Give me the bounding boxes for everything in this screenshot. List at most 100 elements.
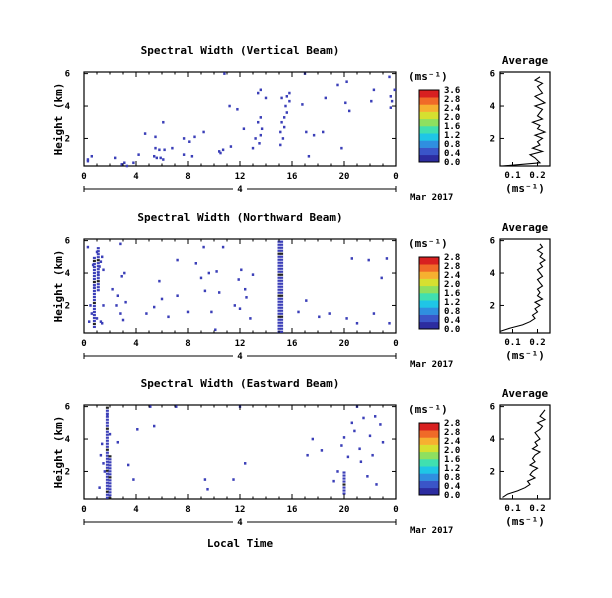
x-tick-label: 0 bbox=[81, 339, 86, 349]
colorbar-segment bbox=[419, 300, 439, 308]
data-cell bbox=[95, 317, 99, 320]
data-cell bbox=[277, 258, 281, 261]
average-x-axis-label: (ms⁻¹) bbox=[505, 349, 545, 362]
data-cell bbox=[236, 107, 239, 111]
data-cell bbox=[280, 297, 284, 300]
colorbar-tick-label: 0.4 bbox=[444, 482, 461, 492]
data-cell bbox=[92, 292, 96, 296]
average-profile-line bbox=[502, 409, 547, 498]
data-cell bbox=[251, 273, 255, 276]
data-cell bbox=[219, 151, 222, 155]
data-cell bbox=[277, 327, 281, 330]
data-cell bbox=[119, 242, 122, 246]
data-cell bbox=[359, 460, 363, 464]
plot-frame bbox=[83, 238, 397, 334]
x-tick-label: 0 bbox=[81, 172, 86, 182]
plot-frame bbox=[83, 71, 397, 167]
data-cell bbox=[237, 278, 240, 281]
colorbar-tick-label: 0.4 bbox=[444, 316, 461, 326]
data-cell bbox=[242, 127, 246, 131]
data-cell bbox=[342, 480, 346, 483]
data-cell bbox=[259, 116, 262, 119]
data-cell bbox=[105, 445, 109, 448]
data-cell bbox=[297, 310, 300, 314]
data-cell bbox=[105, 490, 109, 493]
average-profile-line bbox=[502, 76, 547, 167]
x-tick-label: 16 bbox=[287, 339, 298, 349]
colorbar-tick-label: 1.6 bbox=[444, 455, 460, 465]
data-cell bbox=[92, 304, 96, 308]
data-cell bbox=[336, 83, 339, 87]
colorbar-frame bbox=[418, 422, 440, 496]
data-cell bbox=[92, 280, 96, 284]
colorbar-segment bbox=[419, 480, 439, 489]
colorbar-top-label: 3.6 bbox=[444, 86, 460, 96]
data-cell bbox=[116, 294, 119, 298]
data-cell bbox=[280, 324, 284, 327]
data-cell bbox=[92, 274, 96, 278]
data-cell bbox=[320, 449, 324, 452]
date-label-bg bbox=[233, 516, 247, 527]
data-cell bbox=[92, 277, 96, 281]
data-cell bbox=[92, 265, 96, 269]
data-cell bbox=[203, 289, 207, 293]
data-cell bbox=[336, 470, 339, 473]
data-cell bbox=[232, 478, 235, 481]
data-cell bbox=[311, 437, 314, 441]
colorbar-tick-label: 2.0 bbox=[444, 280, 460, 290]
data-cell bbox=[288, 99, 291, 103]
date-label: 4 bbox=[237, 185, 243, 195]
data-cell bbox=[105, 469, 109, 472]
panel-1: Spectral Width (Northward Beam)246Height… bbox=[52, 211, 551, 370]
data-cell bbox=[207, 271, 210, 275]
data-cell bbox=[280, 279, 284, 282]
data-cell bbox=[92, 325, 96, 329]
average-y-tick-label: 2 bbox=[490, 301, 495, 311]
average-profile-line bbox=[499, 243, 547, 332]
data-cell bbox=[280, 300, 284, 303]
average-title: Average bbox=[502, 387, 549, 400]
average-title: Average bbox=[502, 54, 549, 67]
data-cell bbox=[312, 133, 316, 137]
x-tick-label: 0 bbox=[393, 505, 398, 515]
data-cell bbox=[108, 467, 112, 470]
data-cell bbox=[96, 265, 100, 268]
data-cell bbox=[218, 291, 221, 294]
colorbar-top-label: 2.8 bbox=[444, 253, 460, 263]
y-tick-label: 4 bbox=[65, 269, 71, 279]
colorbar-tick-label: 1.2 bbox=[444, 131, 460, 141]
data-cell bbox=[96, 259, 100, 262]
data-cell bbox=[120, 274, 123, 278]
data-cell bbox=[342, 489, 346, 492]
data-cell bbox=[277, 270, 281, 273]
data-cell bbox=[280, 252, 284, 255]
data-cell bbox=[124, 300, 127, 304]
data-cell bbox=[324, 96, 327, 100]
data-cell bbox=[366, 475, 369, 478]
data-cell bbox=[102, 462, 105, 465]
data-cell bbox=[92, 271, 96, 275]
x-tick-label: 12 bbox=[235, 505, 246, 515]
data-cell bbox=[277, 297, 281, 300]
data-cell bbox=[106, 413, 109, 417]
data-cell bbox=[280, 318, 284, 321]
month-label: Mar 2017 bbox=[410, 193, 453, 203]
data-cell bbox=[98, 486, 101, 489]
colorbar-segment bbox=[419, 133, 439, 141]
data-cell bbox=[96, 289, 100, 292]
colorbar-tick-label: 1.6 bbox=[444, 122, 460, 132]
data-cell bbox=[199, 276, 203, 280]
data-cell bbox=[105, 481, 109, 484]
data-cell bbox=[105, 427, 109, 430]
data-cell bbox=[280, 261, 284, 264]
colorbar-segment bbox=[419, 321, 439, 330]
data-cell bbox=[96, 250, 100, 253]
data-cell bbox=[145, 312, 148, 315]
data-cell bbox=[121, 318, 125, 322]
data-cell bbox=[249, 317, 252, 320]
average-title: Average bbox=[502, 221, 549, 234]
data-cell bbox=[280, 246, 284, 249]
data-cell bbox=[280, 306, 284, 309]
data-cell bbox=[105, 406, 109, 409]
